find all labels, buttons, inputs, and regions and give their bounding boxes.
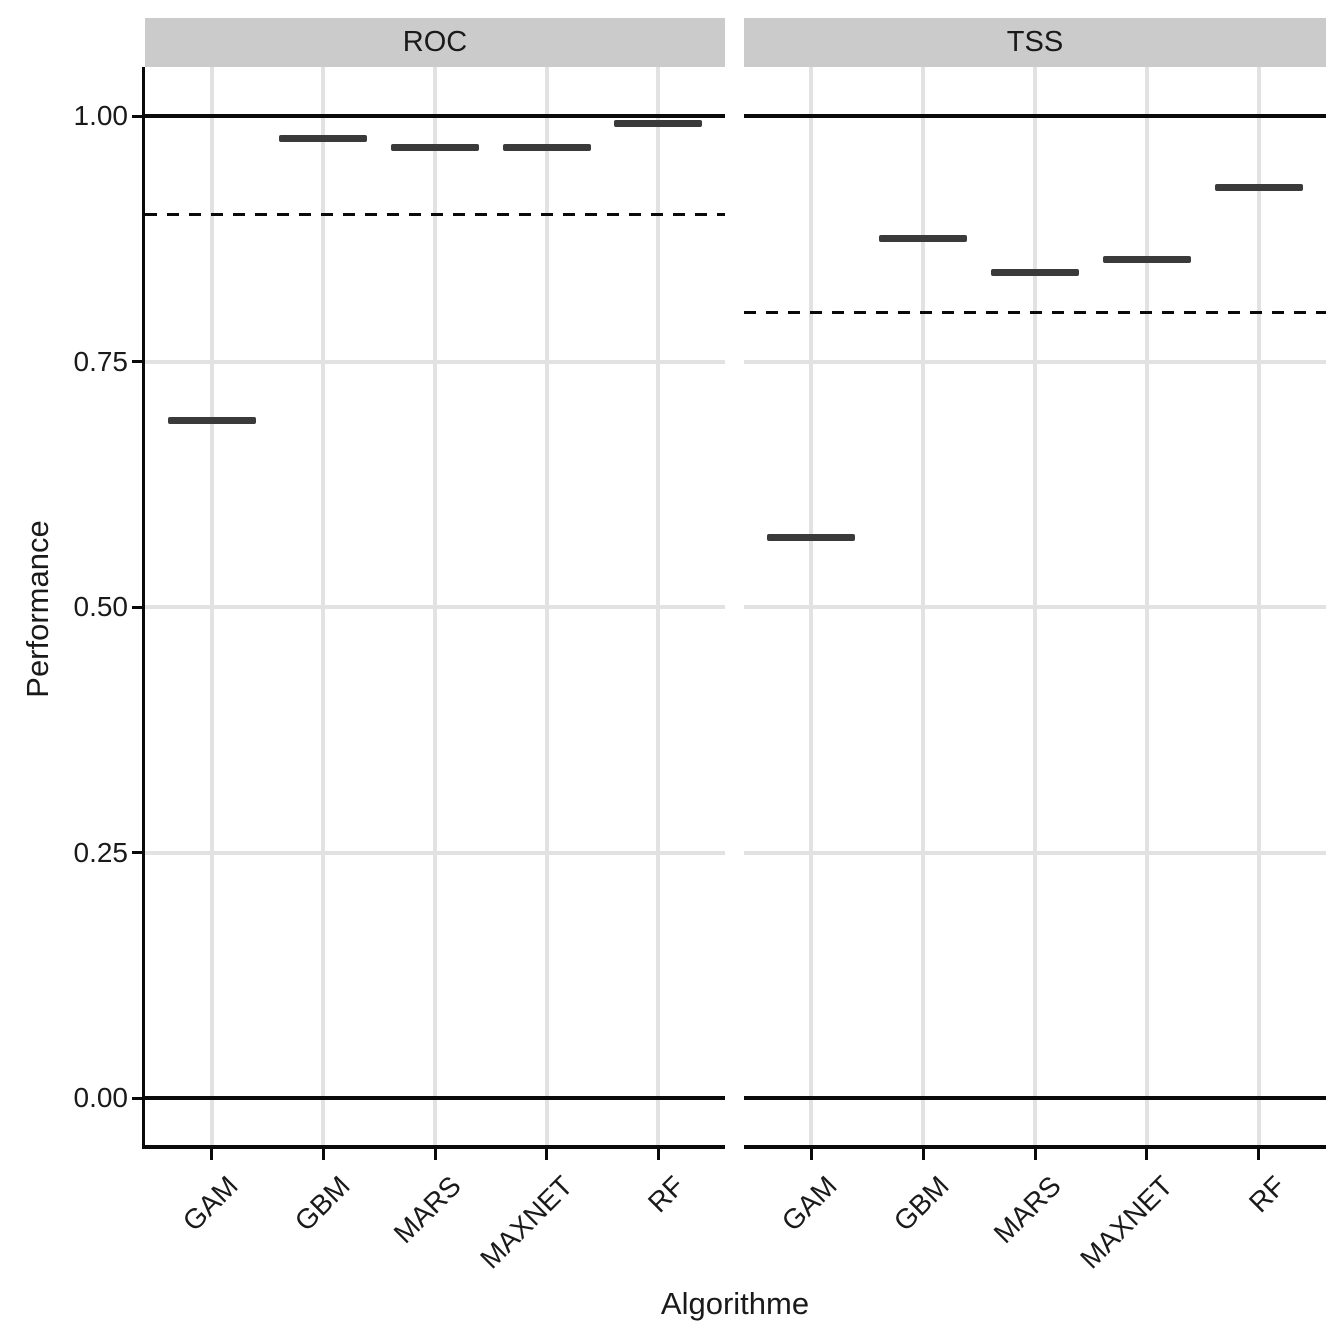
gridline-vertical <box>544 67 549 1145</box>
y-tick <box>132 851 145 854</box>
gridline-vertical <box>656 67 661 1145</box>
gridline-vertical <box>809 67 814 1145</box>
y-tick <box>132 605 145 609</box>
y-tick <box>132 114 145 118</box>
y-tick-label: 0.75 <box>73 345 129 377</box>
y-tick-label: 0.50 <box>73 591 129 622</box>
crossbar-mark-gam <box>167 416 256 424</box>
facet-label: TSS <box>1006 26 1064 58</box>
x-axis-line <box>744 1145 1326 1149</box>
x-tick-label-mars: MARS <box>987 1170 1067 1250</box>
gridline-vertical <box>921 67 926 1145</box>
facet-strip: ROC <box>145 18 725 67</box>
x-tick <box>1257 1148 1261 1160</box>
x-tick-label-gam: GAM <box>176 1170 244 1238</box>
gridline-vertical <box>1033 67 1037 1145</box>
panel-roc <box>145 67 725 1145</box>
crossbar-mark-rf <box>614 120 703 128</box>
y-tick <box>132 360 145 363</box>
gridline-vertical <box>433 67 437 1145</box>
x-tick <box>321 1148 325 1160</box>
gridline-vertical <box>1256 67 1261 1145</box>
gridline-vertical <box>1144 67 1149 1145</box>
crossbar-mark-mars <box>991 268 1079 276</box>
x-axis-title: Algorithme <box>660 1286 810 1321</box>
reference-line-solid <box>145 114 725 118</box>
reference-line-dashed <box>744 310 1326 314</box>
x-tick-label-gbm: GBM <box>288 1170 356 1238</box>
y-tick-label: 0.25 <box>73 836 129 868</box>
crossbar-mark-maxnet <box>1102 255 1191 263</box>
x-tick <box>921 1148 925 1160</box>
gridline-vertical <box>321 67 326 1145</box>
reference-line-solid <box>145 1096 725 1100</box>
y-tick-label: 1.00 <box>73 100 129 131</box>
panel-tss <box>744 67 1326 1145</box>
x-tick-label-maxnet: MAXNET <box>1074 1170 1179 1275</box>
x-tick <box>656 1148 660 1160</box>
crossbar-mark-gbm <box>879 235 968 243</box>
x-tick-label-gam: GAM <box>776 1170 844 1238</box>
gridline-vertical <box>209 67 214 1145</box>
x-tick <box>545 1148 549 1160</box>
x-tick <box>1145 1148 1149 1160</box>
facet-label: ROC <box>402 26 468 58</box>
x-axis-line <box>145 1145 725 1149</box>
crossbar-mark-gbm <box>279 135 368 143</box>
crossbar-mark-mars <box>391 143 479 151</box>
x-tick-label-rf: RF <box>1242 1170 1291 1219</box>
x-tick-label-maxnet: MAXNET <box>474 1170 579 1275</box>
facet-strip: TSS <box>744 18 1326 67</box>
x-tick <box>809 1148 813 1160</box>
x-tick <box>1033 1148 1037 1160</box>
crossbar-mark-maxnet <box>502 143 591 151</box>
x-tick-label-rf: RF <box>641 1170 690 1219</box>
reference-line-solid <box>744 114 1326 118</box>
y-axis-line <box>142 67 146 1149</box>
x-tick <box>210 1148 214 1160</box>
x-tick <box>433 1148 437 1160</box>
y-tick-label: 0.00 <box>73 1082 129 1113</box>
y-tick <box>132 1096 145 1100</box>
x-tick-label-mars: MARS <box>387 1170 467 1250</box>
x-tick-label-gbm: GBM <box>887 1170 955 1238</box>
crossbar-mark-gam <box>767 533 856 541</box>
reference-line-dashed <box>145 212 725 216</box>
crossbar-mark-rf <box>1214 184 1303 192</box>
reference-line-solid <box>744 1096 1326 1100</box>
